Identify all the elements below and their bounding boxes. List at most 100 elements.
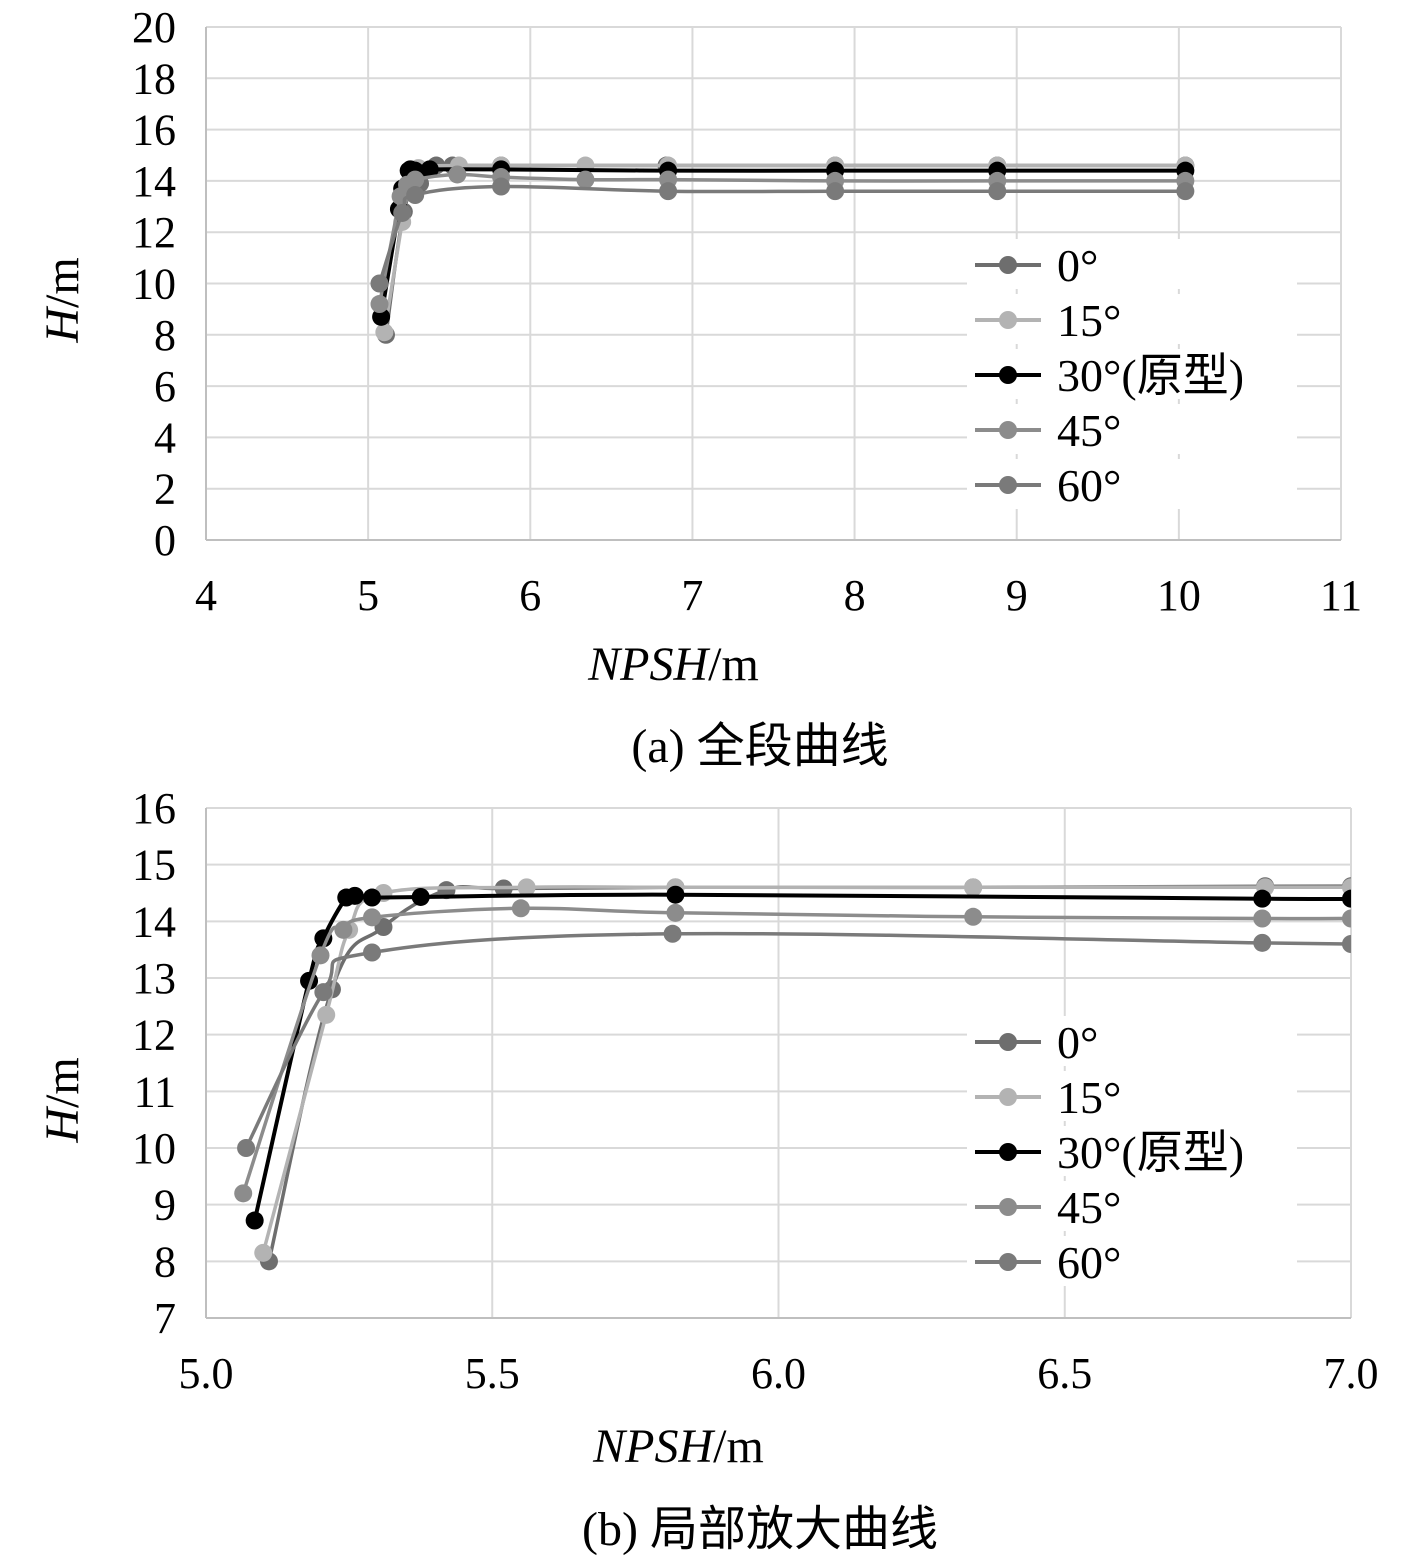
data-point (345, 886, 364, 905)
data-point (988, 182, 1007, 201)
y-tick-label: 16 (132, 106, 176, 155)
y-tick-label: 0 (154, 516, 176, 565)
data-point (517, 878, 536, 897)
x-axis-label-unit: /m (708, 638, 759, 691)
x-axis-label: NPSH/m (587, 638, 759, 691)
series-4 (370, 177, 1195, 293)
legend-swatch-marker (999, 476, 1017, 494)
y-tick-label: 10 (132, 1124, 176, 1173)
legend-label: 45° (1057, 405, 1121, 456)
data-point (375, 323, 394, 342)
y-tick-label: 4 (154, 413, 176, 462)
series-group (234, 877, 1351, 1271)
data-point (254, 1243, 273, 1262)
y-tick-label: 12 (132, 208, 176, 257)
data-point (964, 878, 983, 897)
data-point (420, 160, 439, 179)
legend-swatch-marker (999, 421, 1017, 439)
data-point (237, 1139, 256, 1157)
y-axis-label-var: H (36, 306, 89, 344)
legend-label: 15° (1057, 1072, 1121, 1123)
data-point (576, 170, 595, 189)
series-line (241, 906, 1351, 1194)
y-tick-label: 8 (154, 1237, 176, 1286)
data-point (663, 924, 682, 943)
x-axis-label-var: NPSH (592, 1420, 715, 1473)
data-point (370, 274, 389, 293)
data-point (1253, 909, 1272, 928)
series-group (370, 156, 1195, 344)
y-tick-label: 14 (132, 897, 176, 946)
legend-label: 60° (1057, 1237, 1121, 1288)
legend: 0°15°30°(原型)45°60° (967, 239, 1297, 511)
data-point (1342, 889, 1351, 908)
y-axis-label-unit: /m (36, 257, 89, 308)
legend-item: 15° (967, 1071, 1297, 1123)
legend-label: 30°(原型) (1057, 350, 1244, 401)
x-tick-label: 7.0 (1324, 1349, 1379, 1398)
legend-label: 30°(原型) (1057, 1127, 1244, 1178)
x-tick-label: 6.0 (751, 1349, 806, 1398)
data-point (406, 170, 425, 189)
data-point (826, 182, 845, 201)
y-tick-label: 6 (154, 362, 176, 411)
y-tick-label: 14 (132, 157, 176, 206)
data-point (964, 907, 983, 926)
y-axis-label-unit: /m (36, 1057, 89, 1108)
legend-item: 0° (967, 1016, 1297, 1068)
legend-swatch-marker (999, 1198, 1017, 1216)
data-point (317, 1005, 336, 1024)
chart-caption: (b) 局部放大曲线 (582, 1503, 938, 1556)
series-3 (234, 899, 1351, 1203)
legend-swatch-marker (999, 311, 1017, 329)
legend-item: 60° (967, 459, 1297, 511)
legend-swatch-marker (999, 1253, 1017, 1271)
y-tick-label: 16 (132, 784, 176, 833)
y-axis-label: H/m (36, 1057, 89, 1143)
legend-swatch-marker (999, 1088, 1017, 1106)
x-tick-label: 11 (1320, 571, 1362, 620)
data-point (1176, 182, 1195, 201)
y-tick-label: 10 (132, 260, 176, 309)
y-tick-label: 13 (132, 954, 176, 1003)
legend-item: 30°(原型) (967, 349, 1297, 401)
x-axis-label: NPSH/m (592, 1420, 764, 1473)
data-point (666, 903, 685, 922)
legend-label: 0° (1057, 1017, 1098, 1068)
legend-swatch-marker (999, 366, 1017, 384)
x-tick-label: 5.0 (179, 1349, 234, 1398)
y-axis-label-var: H (36, 1106, 89, 1144)
chart-caption: (a) 全段曲线 (631, 720, 888, 773)
data-point (311, 946, 330, 965)
legend-item: 0° (967, 239, 1297, 291)
data-point (1342, 909, 1351, 928)
legend-swatch-marker (999, 1033, 1017, 1051)
legend-swatch-marker (999, 256, 1017, 274)
data-point (492, 177, 511, 196)
data-point (363, 943, 382, 962)
data-point (406, 186, 425, 205)
x-tick-label: 6.5 (1037, 1349, 1092, 1398)
data-point (411, 887, 430, 906)
x-axis-label-var: NPSH (587, 638, 710, 691)
y-tick-label: 12 (132, 1011, 176, 1060)
series-4 (237, 924, 1351, 1157)
x-tick-label: 7 (681, 571, 703, 620)
data-point (1342, 935, 1351, 953)
data-point (666, 885, 685, 904)
data-point (393, 203, 412, 222)
y-tick-label: 7 (154, 1294, 176, 1343)
x-axis-label-unit: /m (713, 1420, 764, 1473)
data-point (1253, 889, 1272, 908)
data-point (370, 295, 389, 314)
data-point (314, 983, 333, 1002)
y-tick-label: 11 (134, 1067, 176, 1116)
data-point (511, 899, 530, 918)
y-tick-label: 9 (154, 1181, 176, 1230)
x-tick-label: 6 (519, 571, 541, 620)
legend-label: 45° (1057, 1182, 1121, 1233)
legend-item: 15° (967, 294, 1297, 346)
